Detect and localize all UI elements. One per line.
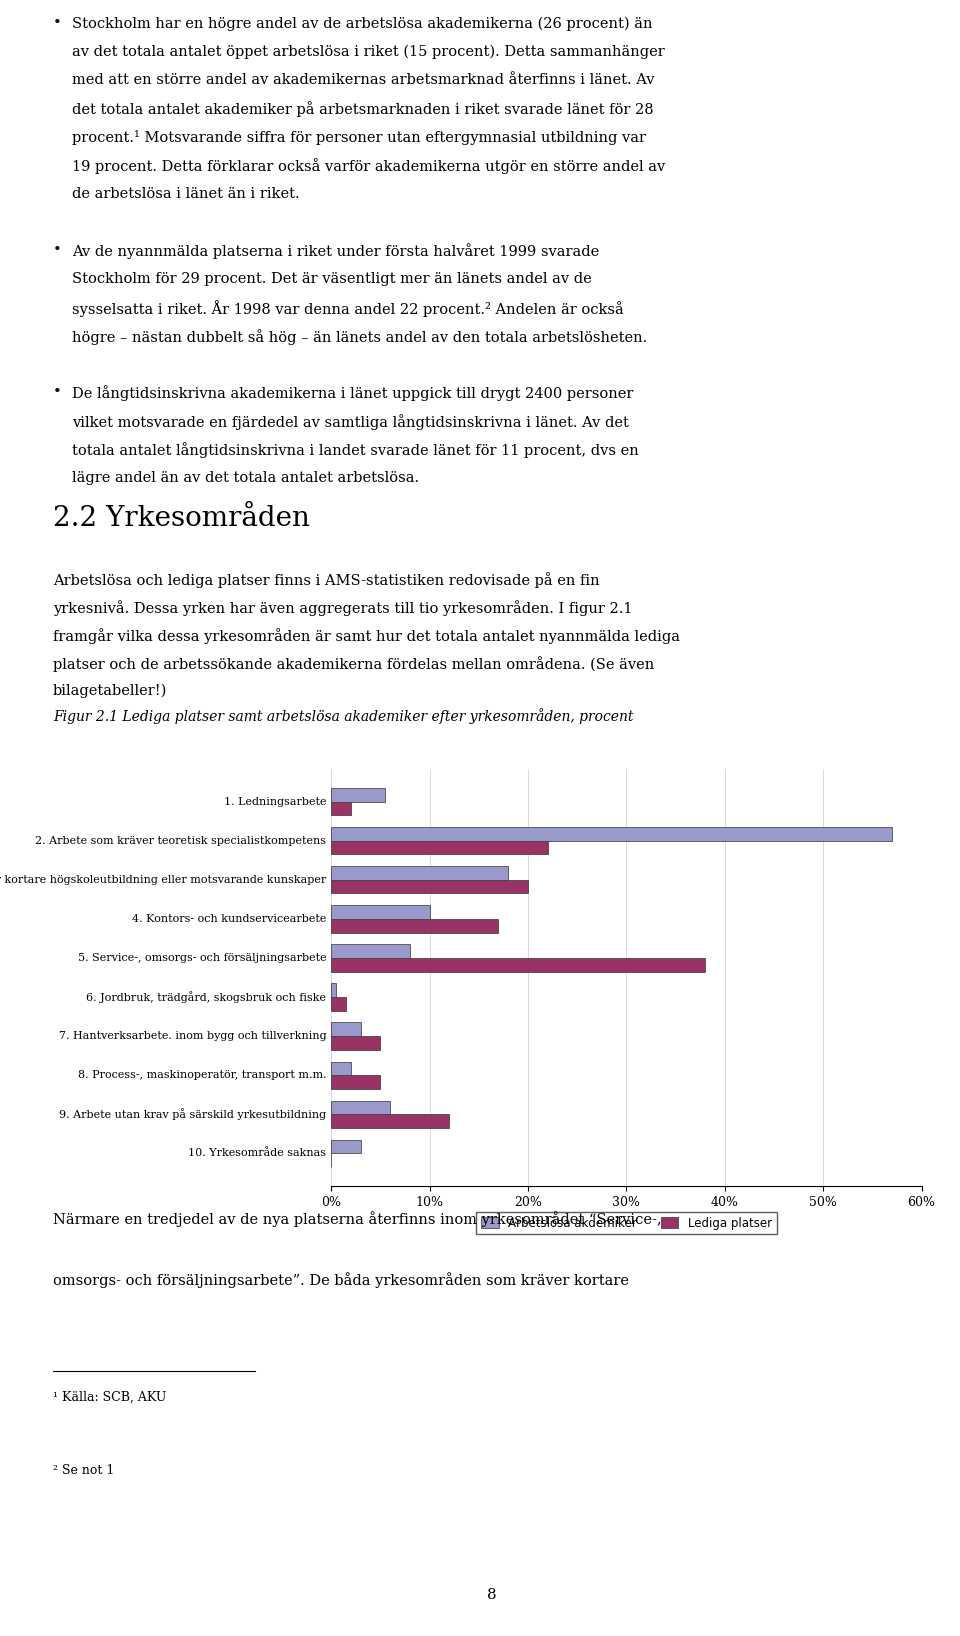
Text: totala antalet långtidsinskrivna i landet svarade länet för 11 procent, dvs en: totala antalet långtidsinskrivna i lande… [72,442,638,458]
Text: •: • [53,386,61,399]
Text: Stockholm för 29 procent. Det är väsentligt mer än länets andel av de: Stockholm för 29 procent. Det är väsentl… [72,272,592,286]
Text: av det totala antalet öppet arbetslösa i riket (15 procent). Detta sammanhänger: av det totala antalet öppet arbetslösa i… [72,44,665,59]
Text: ¹ Källa: SCB, AKU: ¹ Källa: SCB, AKU [53,1391,166,1404]
Text: 10. Yrkesområde saknas: 10. Yrkesområde saknas [188,1148,326,1158]
Text: 2.2 Yrkesområden: 2.2 Yrkesområden [53,506,310,532]
Text: Stockholm har en högre andel av de arbetslösa akademikerna (26 procent) än: Stockholm har en högre andel av de arbet… [72,16,653,31]
Text: framgår vilka dessa yrkesområden är samt hur det totala antalet nyannmälda ledig: framgår vilka dessa yrkesområden är samt… [53,628,680,645]
Bar [331,959,705,972]
Text: högre – nästan dubbelt så hög – än länets andel av den totala arbetslösheten.: högre – nästan dubbelt så hög – än länet… [72,329,647,345]
Text: vilket motsvarade en fjärdedel av samtliga långtidsinskrivna i länet. Av det: vilket motsvarade en fjärdedel av samtli… [72,414,629,430]
Bar [331,1114,449,1129]
Text: 3. Arbete som kräver kortare högskoleutbildning eller motsvarande kunskaper: 3. Arbete som kräver kortare högskoleutb… [0,875,326,885]
Bar [331,826,892,841]
Bar [331,1140,361,1153]
Bar [331,905,429,919]
Text: ² Se not 1: ² Se not 1 [53,1464,114,1477]
Text: 8. Process-, maskinoperatör, transport m.m.: 8. Process-, maskinoperatör, transport m… [78,1070,326,1080]
Text: lägre andel än av det totala antalet arbetslösa.: lägre andel än av det totala antalet arb… [72,471,420,484]
Bar [331,1036,380,1050]
Bar [331,865,509,880]
Text: med att en större andel av akademikernas arbetsmarknad återfinns i länet. Av: med att en större andel av akademikernas… [72,74,655,87]
Text: Arbetslösa och lediga platser finns i AMS-statistiken redovisade på en fin: Arbetslösa och lediga platser finns i AM… [53,573,599,589]
Text: 5. Service-, omsorgs- och försäljningsarbete: 5. Service-, omsorgs- och försäljningsar… [78,952,326,964]
Text: yrkesnivå. Dessa yrken har även aggregerats till tio yrkesområden. I figur 2.1: yrkesnivå. Dessa yrken har även aggreger… [53,600,633,617]
Text: •: • [53,16,61,31]
Bar [331,802,351,815]
Text: 1. Ledningsarbete: 1. Ledningsarbete [224,797,326,807]
Text: omsorgs- och försäljningsarbete”. De båda yrkesområden som kräver kortare: omsorgs- och försäljningsarbete”. De båd… [53,1273,629,1288]
Text: 7. Hantverksarbete. inom bygg och tillverkning: 7. Hantverksarbete. inom bygg och tillve… [59,1031,326,1040]
Bar [331,1022,361,1036]
Text: Figur 2.1 Lediga platser samt arbetslösa akademiker efter yrkesområden, procent: Figur 2.1 Lediga platser samt arbetslösa… [53,708,634,725]
Text: det totala antalet akademiker på arbetsmarknaden i riket svarade länet för 28: det totala antalet akademiker på arbetsm… [72,101,654,118]
Text: •: • [53,244,61,257]
Legend: Arbetslösa akdemiker, Lediga platser: Arbetslösa akdemiker, Lediga platser [476,1212,777,1235]
Bar [331,789,385,802]
Text: Närmare en tredjedel av de nya platserna återfinns inom yrkesområdet “Service-,: Närmare en tredjedel av de nya platserna… [53,1211,661,1227]
Text: 8: 8 [487,1589,497,1602]
Text: sysselsatta i riket. År 1998 var denna andel 22 procent.² Andelen är också: sysselsatta i riket. År 1998 var denna a… [72,301,624,317]
Text: de arbetslösa i länet än i riket.: de arbetslösa i länet än i riket. [72,187,300,201]
Bar [331,841,547,854]
Text: 9. Arbete utan krav på särskild yrkesutbildning: 9. Arbete utan krav på särskild yrkesutb… [60,1109,326,1121]
Text: procent.¹ Motsvarande siffra för personer utan eftergymnasial utbildning var: procent.¹ Motsvarande siffra för persone… [72,129,646,146]
Bar [331,983,336,996]
Text: Av de nyannmälda platserna i riket under första halvåret 1999 svarade: Av de nyannmälda platserna i riket under… [72,244,599,260]
Bar [331,996,346,1011]
Text: 4. Kontors- och kundservicearbete: 4. Kontors- och kundservicearbete [132,915,326,924]
Bar [331,919,498,933]
Text: 2. Arbete som kräver teoretisk specialistkompetens: 2. Arbete som kräver teoretisk specialis… [36,836,326,846]
Text: platser och de arbetssökande akademikerna fördelas mellan områdena. (Se även: platser och de arbetssökande akademikern… [53,656,654,672]
Text: bilagetabeller!): bilagetabeller!) [53,684,167,699]
Text: 19 procent. Detta förklarar också varför akademikerna utgör en större andel av: 19 procent. Detta förklarar också varför… [72,159,665,173]
Bar [331,1062,351,1075]
Bar [331,944,410,959]
Text: De långtidsinskrivna akademikerna i länet uppgick till drygt 2400 personer: De långtidsinskrivna akademikerna i läne… [72,386,634,401]
Text: 6. Jordbruk, trädgård, skogsbruk och fiske: 6. Jordbruk, trädgård, skogsbruk och fis… [86,991,326,1003]
Bar [331,1075,380,1090]
Bar [331,1101,390,1114]
Bar [331,880,528,893]
